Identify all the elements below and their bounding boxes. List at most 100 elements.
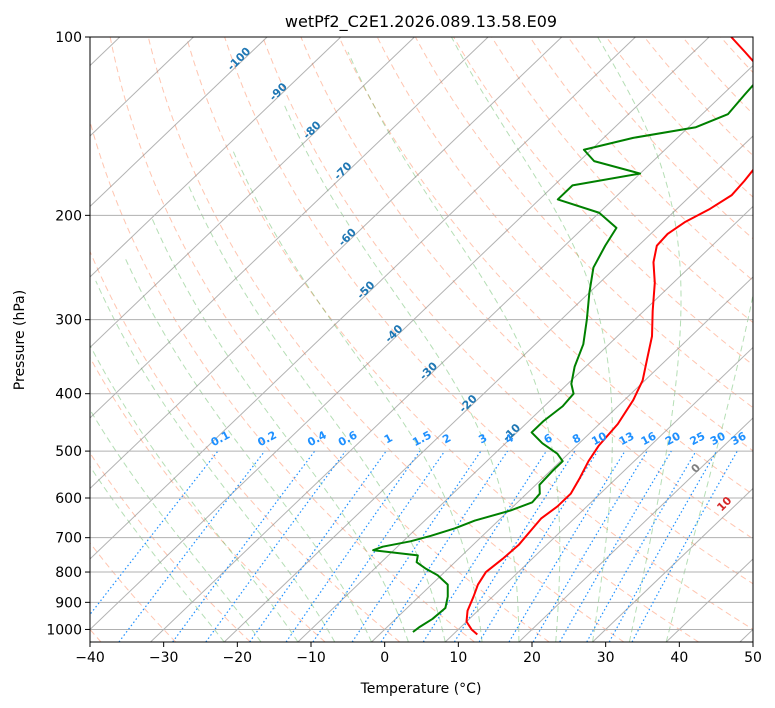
x-tick-label: 30 [597, 650, 615, 666]
x-tick-label: −40 [75, 650, 105, 666]
dewpoint-line [372, 83, 753, 633]
skewed-isotherm [592, 487, 753, 642]
mixing-ratio-line [118, 450, 266, 642]
skewed-isotherm [90, 37, 342, 278]
dry-adiabat [147, 37, 625, 642]
moist-adiabat [187, 185, 446, 642]
y-tick-label: 600 [55, 491, 82, 507]
y-axis-label: Pressure (hPa) [12, 290, 28, 390]
mixing-ratio-line [380, 450, 509, 642]
dry-adiabat [720, 37, 753, 74]
y-tick-label: 200 [55, 208, 82, 224]
isotherm-label: -50 [354, 278, 377, 301]
moist-adiabat [597, 37, 682, 642]
mixing-ratio-label: 1.5 [410, 428, 433, 449]
dry-adiabat [185, 37, 699, 642]
x-tick-label: 50 [744, 650, 762, 666]
mixing-ratio-label: 20 [663, 429, 683, 448]
isotherm-label: -70 [331, 159, 354, 182]
moist-adiabat [90, 408, 262, 642]
mixing-ratio-label: 0.6 [336, 428, 360, 449]
x-tick-label: −30 [149, 650, 179, 666]
chart-title: wetPf2_C2E1.2026.089.13.58.E09 [285, 12, 557, 32]
y-tick-label: 100 [55, 30, 82, 46]
skewed-isotherm [90, 37, 415, 349]
y-tick-label: 900 [55, 595, 82, 611]
mixing-ratio-line [422, 450, 547, 642]
y-tick-label: 300 [55, 313, 82, 329]
isotherm-label: -10 [500, 421, 523, 444]
y-tick-label: 1000 [46, 622, 82, 638]
dry-adiabat [491, 37, 753, 324]
dry-adiabat [376, 37, 753, 452]
skewed-isotherm [90, 37, 636, 560]
y-tick-label: 700 [55, 531, 82, 547]
moist-adiabat [665, 292, 753, 642]
isotherm-label: -60 [336, 226, 359, 249]
dry-adiabat [643, 37, 753, 157]
mixing-ratio-label: 16 [639, 429, 659, 448]
mixing-ratio-line [249, 450, 387, 642]
mixing-ratio-label: 30 [708, 429, 728, 448]
dry-adiabat [414, 37, 753, 409]
moist-adiabat [347, 51, 561, 642]
isotherm-label: -30 [417, 359, 440, 382]
x-tick-label: 40 [670, 650, 688, 666]
skewed-isotherm [518, 417, 753, 642]
mixing-ratio-label: 25 [688, 429, 708, 448]
moist-adiabat [450, 37, 613, 642]
dry-adiabat [300, 37, 753, 540]
dry-adiabat [90, 356, 326, 642]
isotherm-label: -80 [300, 118, 323, 141]
x-tick-label: 10 [449, 650, 467, 666]
mixing-ratio-label: 36 [729, 429, 749, 448]
moist-adiabat [231, 147, 483, 642]
moist-adiabat [151, 217, 409, 642]
x-tick-label: −20 [223, 650, 253, 666]
skewed-isotherm [90, 37, 489, 419]
dry-adiabat [759, 37, 775, 642]
mixing-ratio-label: 13 [617, 429, 637, 448]
mixing-ratio-line [90, 450, 219, 616]
dry-adiabat [529, 37, 753, 282]
temperature-line [465, 37, 753, 636]
mixing-ratio-label: 0.1 [209, 428, 232, 449]
y-tick-label: 400 [55, 387, 82, 403]
moist-adiabat [90, 344, 299, 642]
dry-adiabat [224, 37, 753, 631]
mixing-ratio-label: 0.4 [305, 428, 329, 449]
dry-adiabat [90, 452, 251, 642]
skewed-isotherm [739, 628, 753, 642]
skewed-isotherm [150, 64, 753, 642]
skewed-isotherm [90, 37, 563, 490]
mixing-ratio-label: 3 [476, 431, 489, 446]
skewed-isotherm [297, 205, 753, 642]
moist-adiabat [283, 104, 520, 642]
mixing-ratio-label: 2 [440, 431, 453, 446]
isotherm-label: -20 [456, 392, 479, 415]
y-tick-label: 800 [55, 565, 82, 581]
x-axis-label: Temperature (°C) [360, 681, 482, 697]
x-tick-label: −10 [296, 650, 326, 666]
isotherm-label: -90 [267, 80, 290, 103]
moist-adiabat [95, 280, 336, 642]
dry-adiabat [338, 37, 753, 496]
plot-frame [89, 36, 754, 643]
mixing-ratio-line [205, 450, 347, 642]
mixing-ratio-line [586, 450, 697, 642]
dry-adiabat [109, 37, 550, 642]
x-tick-label: 0 [380, 650, 389, 666]
skewed-isotherm [223, 135, 753, 642]
warm-isotherm-label: 20 [753, 525, 773, 545]
dry-adiabat [262, 37, 753, 585]
mixing-ratio-line [285, 450, 421, 642]
mixing-ratio-label: 0.2 [255, 428, 278, 449]
moist-adiabat [123, 255, 373, 642]
mixing-ratio-label: 8 [570, 431, 583, 446]
skewed-isotherm [90, 37, 268, 208]
mixing-ratio-line [508, 450, 626, 642]
mixing-ratio-line [351, 450, 482, 642]
dry-adiabat [90, 250, 401, 642]
skewed-isotherm [90, 37, 710, 631]
